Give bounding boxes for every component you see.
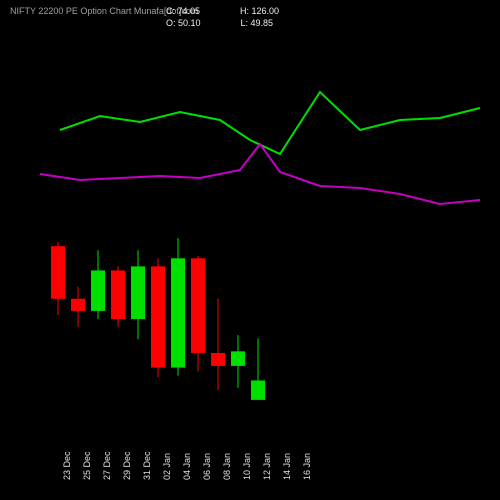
candle-body	[71, 299, 85, 311]
candle-body	[131, 266, 145, 319]
x-axis-label: 29 Dec	[122, 451, 132, 480]
x-axis-labels: 23 Dec 25 Dec 27 Dec 29 Dec 31 Dec 02 Jan 04 J…	[0, 420, 500, 480]
x-axis-label: 16 Jan	[302, 453, 312, 480]
x-axis-label: 27 Dec	[102, 451, 112, 480]
x-axis-label: 31 Dec	[142, 451, 152, 480]
candle-body	[191, 258, 205, 353]
x-axis-label: 08 Jan	[222, 453, 232, 480]
x-axis-label: 23 Dec	[62, 451, 72, 480]
x-axis-label: 06 Jan	[202, 453, 212, 480]
x-axis-label: 04 Jan	[182, 453, 192, 480]
candle-body	[171, 258, 185, 367]
candle-body	[251, 380, 265, 399]
x-axis-label: 02 Jan	[162, 453, 172, 480]
candle-body	[111, 270, 125, 319]
candle-body	[211, 353, 225, 366]
x-axis-label: 12 Jan	[262, 453, 272, 480]
line-indicator-green	[60, 92, 480, 154]
x-axis-label: 25 Dec	[82, 451, 92, 480]
candle-body	[231, 351, 245, 366]
line-indicator-magenta	[40, 144, 480, 204]
x-axis-label: 10 Jan	[242, 453, 252, 480]
x-axis-label: 14 Jan	[282, 453, 292, 480]
candle-body	[151, 266, 165, 367]
candle-body	[51, 246, 65, 299]
candle-body	[91, 270, 105, 310]
